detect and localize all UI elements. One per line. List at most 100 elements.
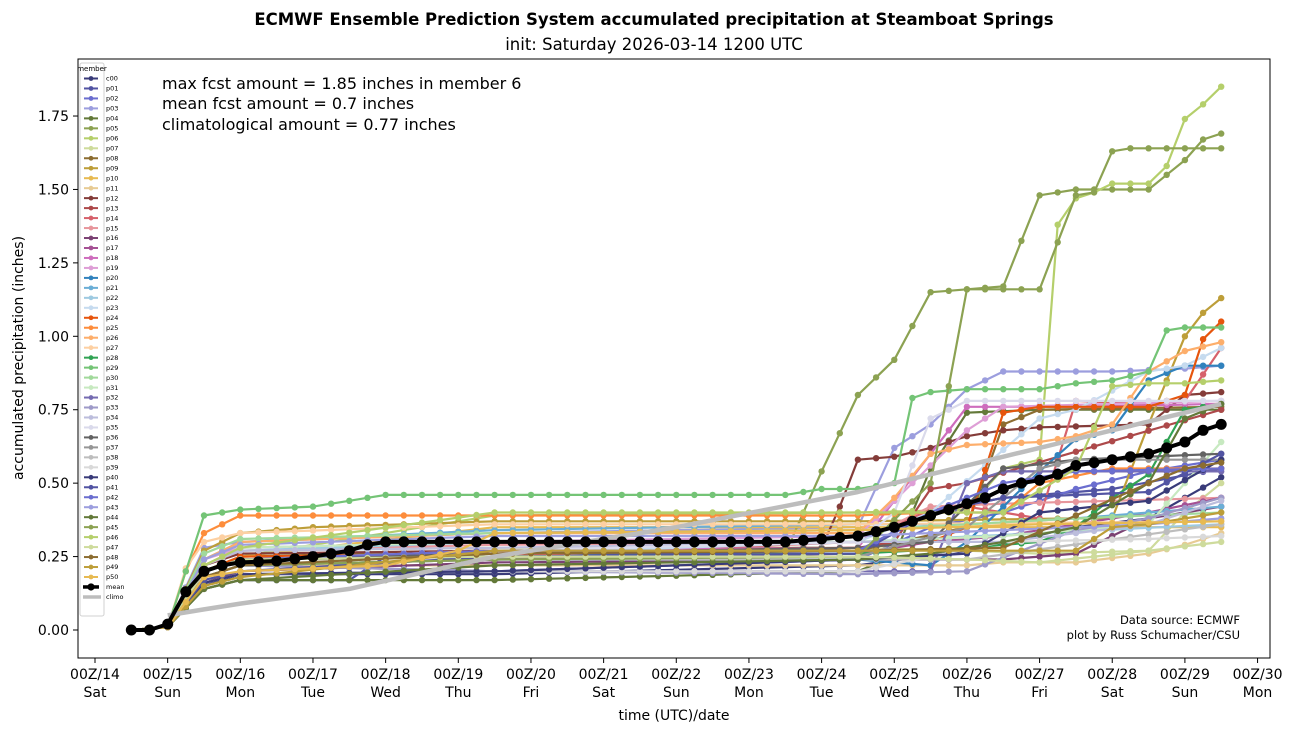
data-point [237, 544, 244, 551]
data-point [1090, 189, 1098, 196]
data-point [945, 555, 952, 563]
data-point [273, 574, 280, 582]
data-point [981, 403, 989, 410]
data-point [1090, 481, 1098, 488]
data-point [1000, 386, 1007, 393]
data-point [1199, 484, 1207, 491]
mean-point [162, 618, 174, 630]
data-point [364, 562, 371, 570]
legend-label: p07 [106, 144, 118, 152]
y-tick-label: 0.75 [38, 403, 69, 419]
legend-title: member [77, 65, 107, 73]
data-point [782, 509, 789, 516]
data-point [927, 388, 934, 396]
data-point [745, 527, 753, 535]
data-point [727, 547, 734, 554]
legend-item-p27: p27 [84, 344, 118, 352]
data-point [527, 561, 535, 568]
data-point [891, 570, 898, 577]
legend-label: c00 [106, 75, 118, 83]
data-point [1036, 493, 1043, 500]
data-point [1036, 192, 1043, 199]
legend-label: p25 [106, 324, 118, 332]
legend-label: p03 [106, 105, 118, 113]
data-point [1072, 186, 1080, 193]
data-point [872, 553, 880, 561]
data-point [400, 545, 407, 552]
legend-label: p13 [106, 204, 118, 212]
data-point [255, 567, 262, 574]
data-point [1199, 540, 1207, 548]
data-point [1072, 520, 1080, 527]
data-point [963, 479, 971, 487]
data-point [818, 547, 825, 554]
data-point [1090, 504, 1098, 511]
x-tick-label: 00Z/21 [579, 667, 629, 683]
y-tick-label: 1.50 [38, 182, 69, 198]
data-point [691, 568, 698, 575]
data-point [1199, 512, 1207, 519]
data-point [600, 529, 607, 536]
data-point [891, 560, 898, 568]
data-point [963, 528, 971, 535]
legend-label: p31 [106, 384, 118, 392]
data-point [981, 527, 989, 535]
data-point [327, 512, 335, 519]
data-point [582, 560, 589, 568]
data-point [400, 567, 407, 574]
data-point [927, 415, 934, 422]
data-point [945, 529, 952, 536]
mean-point [707, 536, 719, 548]
data-point [618, 573, 625, 581]
data-point [745, 521, 753, 528]
data-point [309, 572, 317, 580]
data-point [1145, 488, 1152, 496]
data-point [654, 521, 662, 528]
data-point [763, 553, 771, 560]
legend-marker [88, 435, 94, 440]
data-point [527, 566, 535, 574]
data-point [1218, 509, 1225, 516]
legend-marker [88, 96, 94, 101]
legend-marker [88, 415, 94, 420]
annotation-mean: mean fcst amount = 0.7 inches [162, 94, 414, 113]
data-point [963, 534, 971, 541]
data-point [1090, 527, 1098, 535]
x-tick-label: 00Z/28 [1087, 667, 1137, 683]
legend-marker [88, 275, 94, 281]
legend-item-p25: p25 [84, 324, 118, 332]
data-point [1054, 221, 1061, 228]
legend-marker [88, 215, 94, 221]
legend-label: climo [106, 593, 124, 601]
data-point [1145, 466, 1152, 474]
data-point [509, 576, 516, 583]
data-point [436, 491, 444, 499]
data-point [836, 503, 843, 510]
data-point [1054, 460, 1061, 468]
plot-area [125, 83, 1227, 636]
data-point [1072, 537, 1080, 544]
data-point [981, 557, 989, 564]
mean-point [961, 498, 973, 510]
mean-point [888, 521, 900, 533]
data-point [1163, 406, 1170, 413]
data-point [1018, 536, 1025, 543]
data-point [1072, 555, 1080, 562]
data-point [237, 573, 244, 581]
data-point [673, 491, 680, 499]
data-point [1218, 83, 1225, 90]
data-point [1163, 145, 1170, 152]
data-point [963, 523, 971, 530]
data-point [854, 553, 862, 560]
data-point [1054, 547, 1061, 554]
data-point [1054, 410, 1061, 418]
data-point [1127, 482, 1134, 490]
legend-marker [88, 494, 94, 500]
data-point [219, 509, 226, 516]
legend-item-mean: mean [83, 583, 124, 591]
legend-item-p14: p14 [84, 214, 118, 222]
legend-item-p02: p02 [84, 95, 118, 103]
legend-marker [88, 524, 94, 530]
data-point [382, 545, 389, 553]
